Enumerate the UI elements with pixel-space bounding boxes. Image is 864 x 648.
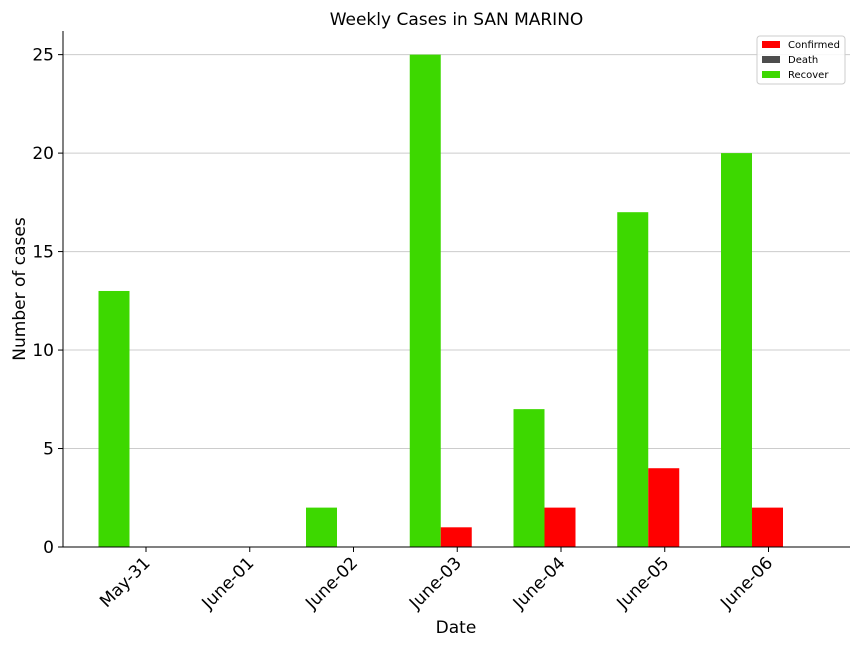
legend-swatch-confirmed — [762, 41, 780, 48]
legend-label-death: Death — [788, 55, 818, 66]
bar-confirmed — [544, 507, 576, 547]
x-axis-title: Date — [436, 618, 477, 638]
bar-recover — [617, 212, 649, 547]
axes — [62, 31, 850, 548]
y-tick-label: 15 — [32, 243, 54, 263]
x-tick-label: June-03 — [405, 553, 466, 614]
bar-confirmed — [440, 527, 472, 547]
x-ticks: May-31 June-01 June-02 June-03 June-04 June-0… — [96, 547, 777, 614]
legend-swatch-recover — [762, 71, 780, 78]
grid-lines — [63, 54, 850, 450]
x-tick-label: May-31 — [96, 553, 154, 611]
bar-recover — [409, 54, 441, 548]
bar-confirmed — [648, 468, 680, 547]
y-tick-label: 10 — [32, 341, 54, 361]
chart-title: Weekly Cases in SAN MARINO — [330, 10, 584, 30]
x-tick-label: June-05 — [613, 553, 674, 614]
legend-label-recover: Recover — [788, 70, 829, 81]
legend-swatch-death — [762, 56, 780, 63]
bar-recover — [721, 153, 752, 547]
x-tick-label: June-04 — [509, 553, 570, 614]
legend-label-confirmed: Confirmed — [788, 40, 840, 51]
y-tick-label: 0 — [43, 538, 54, 558]
y-tick-label: 20 — [32, 144, 54, 164]
y-tick-label: 5 — [43, 440, 54, 460]
legend: Confirmed Death Recover — [756, 35, 846, 85]
y-axis-title: Number of cases — [10, 217, 30, 361]
bar-confirmed — [752, 507, 783, 547]
x-tick-label: June-06 — [716, 553, 777, 614]
y-tick-label: 25 — [32, 46, 54, 66]
bars — [98, 54, 783, 548]
bar-recover — [306, 507, 337, 547]
x-tick-label: June-02 — [301, 553, 362, 614]
bar-recover — [98, 290, 130, 547]
x-tick-label: June-01 — [198, 553, 259, 614]
y-ticks: 0 5 10 15 20 25 — [32, 46, 63, 558]
bar-recover — [513, 409, 545, 547]
